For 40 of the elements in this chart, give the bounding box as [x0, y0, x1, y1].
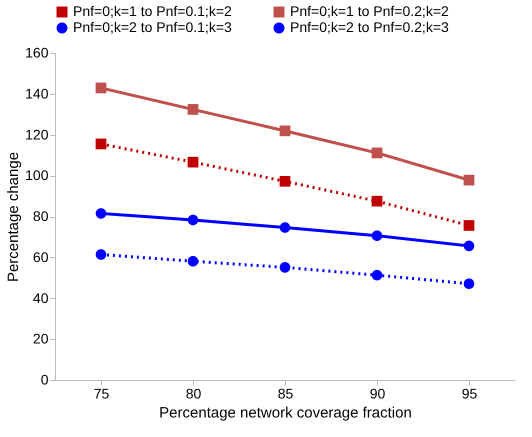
point — [188, 214, 198, 226]
point — [280, 126, 290, 136]
x-tick-label: 85 — [278, 386, 294, 402]
point — [188, 104, 198, 115]
point — [372, 196, 382, 206]
point — [96, 138, 106, 150]
point — [372, 270, 382, 280]
y-tick-label: 120 — [25, 126, 49, 142]
y-axis-title: Percentage change — [5, 152, 22, 282]
point — [372, 230, 382, 241]
y-tick-label: 60 — [32, 248, 49, 265]
x-tick-label: 95 — [462, 386, 478, 402]
legend-label: Pnf=0;k=1 to Pnf=0.2;k=2 — [290, 3, 449, 19]
point — [96, 208, 106, 219]
x-tick-label: 80 — [186, 386, 202, 402]
legend-label: Pnf=0;k=2 to Pnf=0.1;k=3 — [73, 19, 232, 35]
x-axis-title: Percentage network coverage fraction — [159, 404, 412, 422]
point — [372, 148, 382, 158]
y-tick-label: 100 — [25, 167, 49, 184]
y-tick-label: 80 — [32, 208, 49, 224]
point — [280, 222, 290, 233]
point — [188, 256, 198, 266]
legend-label: Pnf=0;k=1 to Pnf=0.1;k=2 — [73, 3, 232, 19]
point — [464, 278, 474, 289]
point — [188, 156, 198, 168]
point — [96, 249, 106, 260]
point — [96, 82, 106, 94]
x-tick-label: 75 — [94, 386, 110, 402]
y-tick-label: 20 — [32, 330, 49, 347]
point — [280, 176, 290, 187]
y-tick-label: 140 — [25, 85, 49, 102]
y-tick-label: 160 — [25, 44, 49, 60]
y-tick-label: 40 — [32, 290, 49, 306]
point — [280, 262, 290, 273]
point — [464, 240, 474, 252]
x-tick-label: 90 — [370, 386, 386, 402]
point — [464, 220, 474, 231]
legend-label: Pnf=0;k=2 to Pnf=0.2;k=3 — [290, 19, 449, 35]
y-tick-label: 0 — [40, 372, 49, 388]
point — [464, 174, 474, 186]
